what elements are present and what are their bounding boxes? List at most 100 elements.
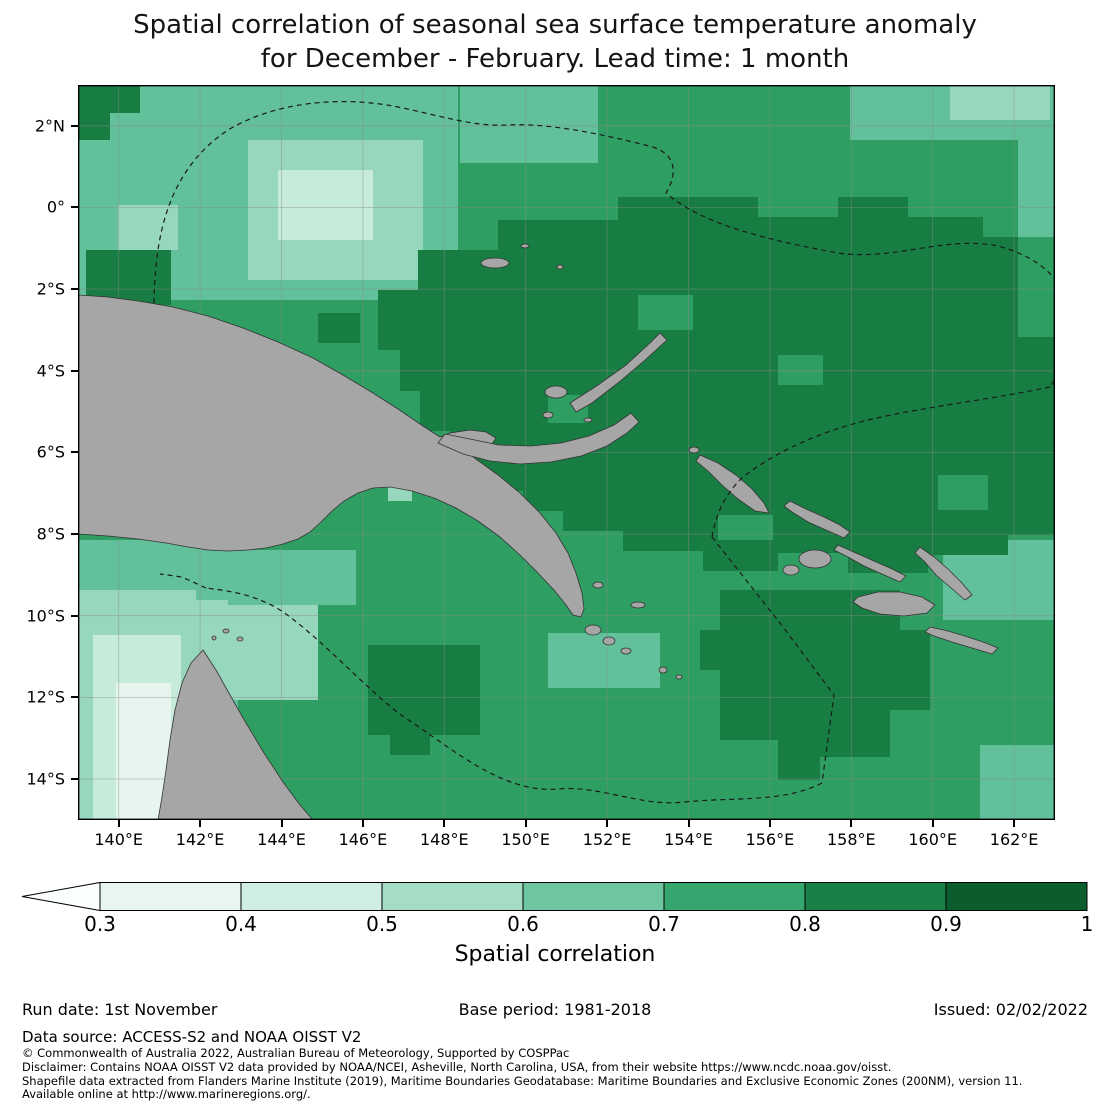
y-tick-label: 4°S [36, 361, 65, 381]
colorbar-tick-label: 1 [1080, 912, 1094, 936]
x-tick-mark [199, 820, 202, 827]
new-britain-island [437, 412, 640, 465]
y-tick-label: 2°N [34, 116, 65, 136]
new-hanover-island [544, 385, 568, 399]
issued-date-text: Issued: 02/02/2022 [933, 1000, 1088, 1019]
small-island [583, 417, 593, 423]
makira-island [924, 626, 999, 655]
x-tick-mark [361, 820, 364, 827]
x-tick-label: 148°E [419, 830, 469, 849]
new-ireland-island [569, 332, 668, 413]
malaita-island [914, 546, 973, 601]
small-island [236, 636, 244, 642]
y-tick-label: 0° [46, 197, 65, 217]
x-tick-label: 140°E [94, 830, 144, 849]
y-tick-mark [71, 124, 78, 127]
small-island [222, 628, 230, 634]
available-online-text: Available online at http://www.marinereg… [22, 1087, 311, 1102]
x-tick-label: 150°E [501, 830, 551, 849]
colorbar-tick-labels: 0.3 0.4 0.5 0.6 0.7 0.8 0.9 1 [0, 912, 1110, 938]
colorbar [21, 881, 1088, 912]
new-georgia-island-2 [782, 564, 800, 576]
y-tick-label: 14°S [26, 769, 65, 789]
map-region: 2°N 0° 2°S 4°S 6°S 8°S 10°S 12°S 14°S 140°E 142°E… [26, 85, 1055, 856]
x-tick-mark [931, 820, 934, 827]
page-title: Spatial correlation of seasonal sea surf… [0, 8, 1110, 76]
small-island [211, 635, 217, 641]
copyright-text: © Commonwealth of Australia 2022, Austra… [22, 1046, 570, 1060]
x-tick-mark [1013, 820, 1016, 827]
small-island [592, 581, 604, 589]
small-island [620, 647, 632, 655]
colorbar-cell [99, 882, 242, 911]
new-georgia-island [798, 549, 832, 569]
colorbar-tick-label: 0.4 [225, 912, 257, 936]
y-tick-label: 6°S [36, 442, 65, 462]
colorbar-tick-label: 0.8 [789, 912, 821, 936]
x-tick-label: 146°E [338, 830, 388, 849]
colorbar-tick-label: 0.9 [930, 912, 962, 936]
y-tick-label: 8°S [36, 524, 65, 544]
eez-boundary-lines [153, 100, 1055, 804]
metadata-row: Run date: 1st November Base period: 1981… [0, 1000, 1110, 1022]
guadalcanal-island [852, 591, 936, 617]
x-tick-mark [768, 820, 771, 827]
y-tick-mark [71, 206, 78, 209]
small-island [542, 411, 554, 419]
map-border [78, 85, 1055, 820]
small-island [602, 636, 616, 646]
colorbar-title: Spatial correlation [454, 942, 656, 967]
santa-isabel-island [833, 544, 907, 583]
map-area [78, 85, 1055, 820]
x-tick-label: 156°E [745, 830, 795, 849]
small-island [675, 674, 683, 680]
y-tick-mark [71, 778, 78, 781]
colorbar-cell [522, 882, 665, 911]
colorbar-cell [945, 882, 1088, 911]
x-tick-label: 144°E [257, 830, 306, 849]
title-line-1: Spatial correlation of seasonal sea surf… [133, 10, 977, 40]
small-island [658, 666, 668, 674]
small-island [520, 243, 530, 249]
x-tick-mark [443, 820, 446, 827]
x-tick-label: 162°E [989, 830, 1039, 849]
y-tick-mark [71, 533, 78, 536]
x-tick-mark [606, 820, 609, 827]
colorbar-cell [663, 882, 806, 911]
data-source-text: Data source: ACCESS-S2 and NOAA OISST V2 [22, 1028, 362, 1046]
y-tick-label: 12°S [26, 687, 65, 707]
colorbar-cell [240, 882, 383, 911]
manus-island [480, 257, 510, 269]
x-tick-mark [687, 820, 690, 827]
colorbar-tick-label: 0.3 [84, 912, 116, 936]
disclaimer-text: Disclaimer: Contains NOAA OISST V2 data … [22, 1059, 892, 1074]
buka-island [688, 446, 700, 454]
fineprint-block: © Commonwealth of Australia 2022, Austra… [22, 1046, 1097, 1102]
y-tick-mark [71, 288, 78, 291]
colorbar-cell [804, 882, 947, 911]
small-island [556, 264, 564, 270]
y-tick-label: 2°S [36, 279, 65, 299]
colorbar-under-arrow [21, 881, 101, 912]
shapefile-text: Shapefile data extracted from Flanders M… [22, 1073, 1023, 1088]
run-date-text: Run date: 1st November [22, 1000, 218, 1019]
x-tick-label: 152°E [582, 830, 632, 849]
new-guinea-landmass [78, 294, 585, 618]
x-tick-label: 160°E [908, 830, 958, 849]
colorbar-tick-label: 0.5 [366, 912, 398, 936]
x-tick-mark [280, 820, 283, 827]
small-island [630, 601, 646, 609]
small-island [584, 624, 602, 636]
cape-york-landmass [157, 649, 314, 820]
colorbar-tick-label: 0.7 [648, 912, 680, 936]
base-period-text: Base period: 1981-2018 [458, 1000, 652, 1019]
x-tick-mark [850, 820, 853, 827]
x-tick-label: 142°E [175, 830, 225, 849]
x-axis: 140°E 142°E 144°E 146°E 148°E 150°E 152°E 154°E… [78, 820, 1055, 856]
x-tick-mark [524, 820, 527, 827]
colorbar-tick-label: 0.6 [507, 912, 539, 936]
y-tick-mark [71, 696, 78, 699]
x-tick-label: 158°E [826, 830, 876, 849]
landmasses [78, 243, 999, 820]
